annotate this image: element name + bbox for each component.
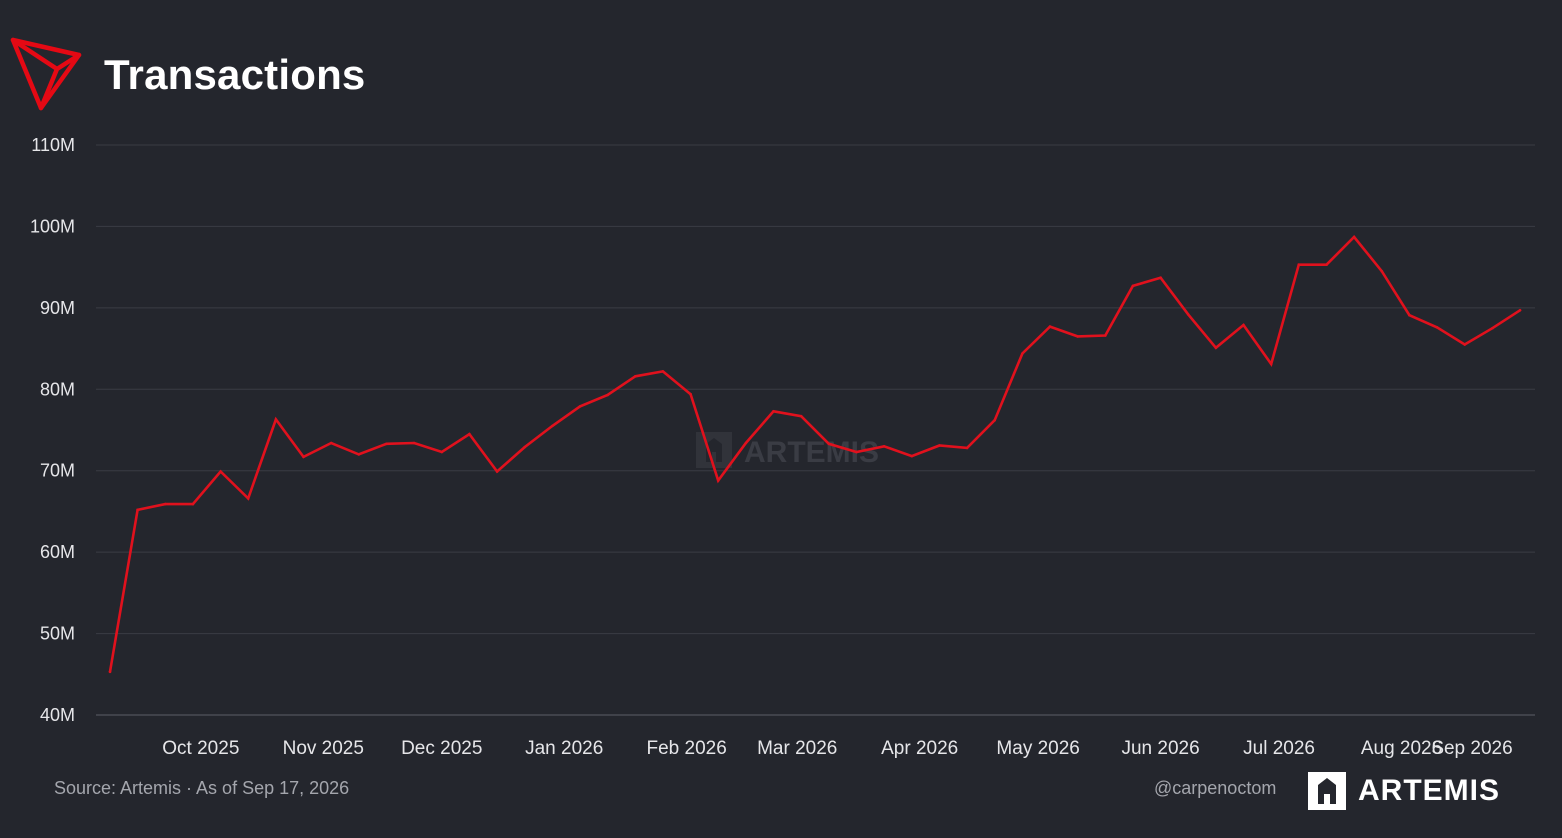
data-point	[412, 441, 416, 445]
grid-lines	[96, 144, 1535, 716]
x-tick-label: Nov 2025	[283, 738, 364, 759]
x-tick-label: Dec 2025	[401, 738, 482, 759]
data-point	[1380, 269, 1384, 273]
y-tick-label: 110M	[31, 135, 75, 155]
data-point	[1131, 284, 1135, 288]
data-point	[689, 392, 692, 396]
data-point	[1076, 335, 1079, 338]
data-point	[716, 479, 720, 482]
data-point	[219, 470, 222, 473]
data-point	[1159, 276, 1162, 280]
artemis-logo-icon	[1308, 772, 1346, 810]
data-point	[938, 444, 941, 447]
y-tick-label: 40M	[40, 705, 75, 725]
data-point	[965, 446, 969, 450]
data-point	[551, 424, 554, 428]
data-point	[523, 445, 526, 449]
tron-triangle-logo-icon	[10, 37, 82, 111]
x-tick-label: Aug 2026	[1361, 738, 1442, 759]
data-point	[744, 441, 748, 445]
x-tick-label: Jan 2026	[525, 738, 603, 759]
data-point	[634, 375, 637, 378]
y-tick-label: 70M	[40, 461, 75, 481]
data-point	[827, 442, 831, 446]
x-tick-label: Mar 2026	[757, 738, 837, 759]
data-point	[799, 414, 803, 418]
data-point	[468, 432, 471, 436]
data-point	[606, 393, 609, 397]
brand-logo: ARTEMIS	[1308, 772, 1500, 810]
x-tick-label: Jul 2026	[1243, 738, 1315, 759]
data-point	[1435, 326, 1439, 329]
x-tick-label: Oct 2025	[162, 738, 239, 759]
chart-title: Transactions	[104, 51, 366, 98]
data-point	[661, 370, 665, 373]
data-point	[385, 442, 388, 446]
y-tick-label: 80M	[40, 379, 75, 399]
y-axis: 110M 100M 90M 80M 70M 60M 50M 40M	[30, 135, 75, 725]
data-point	[495, 470, 499, 473]
data-point	[1352, 235, 1356, 239]
watermark: ARTEMIS	[696, 432, 879, 469]
data-point	[1325, 263, 1328, 267]
data-point	[1186, 313, 1190, 316]
data-point	[578, 405, 582, 408]
data-point	[246, 497, 250, 500]
chart-header: Transactions	[10, 36, 366, 114]
data-point	[1408, 313, 1411, 317]
data-point	[1297, 263, 1301, 267]
data-point	[1214, 346, 1218, 350]
y-tick-label: 50M	[40, 624, 75, 644]
data-point	[164, 502, 167, 506]
data-point	[855, 450, 858, 454]
data-point	[1021, 352, 1024, 355]
data-point	[440, 450, 444, 454]
x-tick-label: Apr 2026	[881, 738, 958, 759]
data-point	[329, 441, 333, 445]
series-line	[108, 235, 1522, 674]
artemis-watermark-icon	[696, 432, 732, 468]
y-tick-label: 60M	[40, 542, 75, 562]
data-point	[136, 508, 139, 512]
x-tick-label: May 2026	[996, 738, 1079, 759]
data-point	[1048, 325, 1052, 328]
data-point	[910, 454, 914, 458]
y-tick-label: 100M	[30, 216, 75, 236]
data-point	[772, 410, 775, 413]
data-point	[302, 455, 305, 459]
source-note: Source: Artemis · As of Sep 17, 2026	[54, 778, 350, 798]
x-tick-label: Jun 2026	[1121, 738, 1199, 759]
data-point	[882, 445, 886, 448]
data-point	[108, 670, 112, 674]
data-point	[357, 453, 361, 456]
series-layer	[108, 235, 1522, 674]
data-point	[274, 418, 278, 421]
x-tick-label: Sep 2026	[1431, 738, 1512, 759]
brand-name: ARTEMIS	[1358, 774, 1500, 807]
data-point	[1518, 309, 1522, 312]
data-point	[191, 502, 195, 506]
y-tick-label: 90M	[40, 298, 75, 318]
data-point	[1104, 334, 1107, 337]
data-point	[993, 418, 996, 422]
x-axis: Oct 2025 Nov 2025 Dec 2025 Jan 2026 Feb 2026…	[162, 738, 1512, 759]
x-tick-label: Feb 2026	[646, 738, 726, 759]
author-handle: @carpenoctom	[1154, 778, 1277, 798]
data-point	[1491, 326, 1494, 330]
data-point	[1242, 323, 1245, 327]
data-point	[1269, 362, 1273, 366]
data-point	[1463, 343, 1466, 346]
